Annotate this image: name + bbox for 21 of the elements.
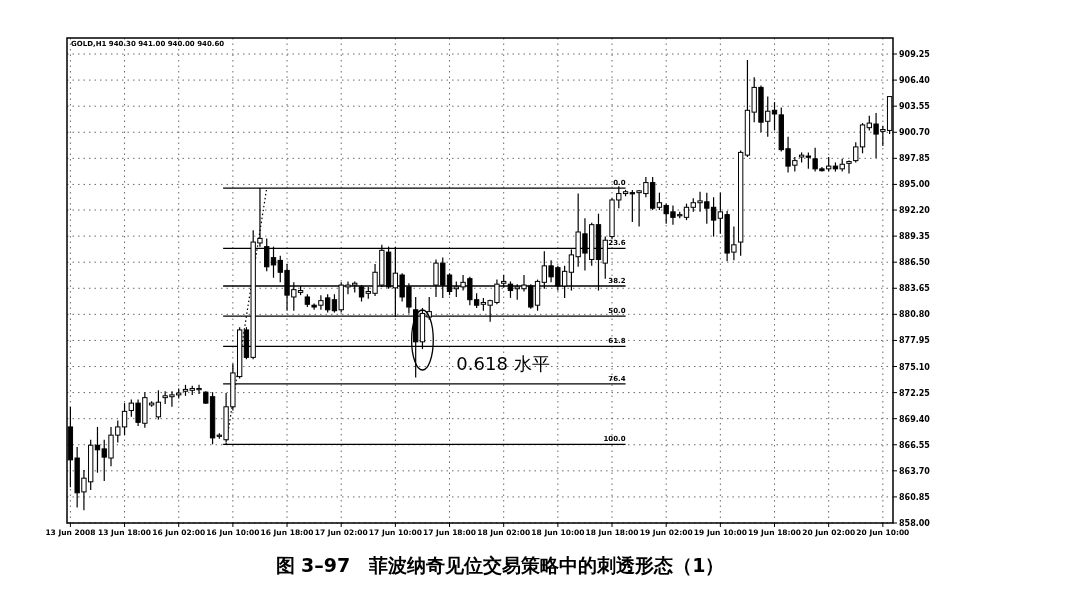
y-tick-label: 866.55 <box>899 440 931 450</box>
y-tick-label: 869.40 <box>899 414 931 424</box>
y-tick-label: 900.70 <box>899 128 931 138</box>
y-tick-label: 875.10 <box>899 362 931 372</box>
y-tick-label: 889.35 <box>899 232 931 242</box>
caption: 图 3–97 菲波纳奇见位交易策略中的刺透形态（1） <box>275 554 725 576</box>
y-tick-label: 909.25 <box>899 50 931 60</box>
y-tick-label: 903.55 <box>899 102 931 112</box>
y-tick-label: 906.40 <box>899 76 931 86</box>
y-tick-label: 880.80 <box>899 310 931 320</box>
y-tick-label: 883.65 <box>899 284 931 294</box>
y-tick-label: 863.70 <box>899 466 931 476</box>
y-tick-label: 872.25 <box>899 388 931 398</box>
y-tick-label: 897.85 <box>899 154 931 164</box>
y-tick-label: 886.50 <box>899 258 931 268</box>
y-tick-label: 858.00 <box>899 519 931 528</box>
y-tick-label: 860.85 <box>899 492 931 502</box>
y-tick-label: 892.20 <box>899 206 931 216</box>
y-tick-label: 877.95 <box>899 336 931 346</box>
annotation: 0.618 水平 <box>456 353 550 375</box>
y-tick-label: 895.00 <box>899 180 931 190</box>
